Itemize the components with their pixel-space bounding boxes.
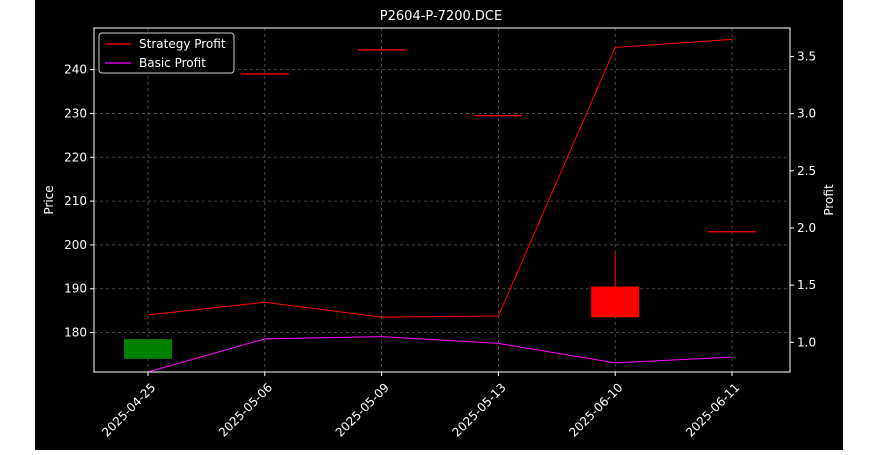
- profit-tick-label: 1.5: [797, 278, 816, 292]
- series-line-basic-profit: [147, 336, 733, 373]
- profit-tick-label: 3.5: [797, 50, 816, 64]
- profit-axis-ticks: 1.0 1.5 2.0 2.5 3.0 3.5: [790, 50, 816, 349]
- chart-svg: P2604-P-7200.DCE 180 190 200 210 220 230 240 1…: [42, 9, 836, 440]
- candle-body: [591, 286, 640, 318]
- grid: [94, 28, 790, 372]
- price-tick-label: 180: [64, 326, 87, 340]
- series-line-strategy-profit: [147, 38, 733, 318]
- price-tick-label: 240: [64, 63, 87, 77]
- plot-frame: [93, 27, 791, 373]
- profit-tick-label: 2.0: [797, 221, 816, 235]
- chart-title: P2604-P-7200.DCE: [380, 9, 502, 24]
- chart-figure: P2604-P-7200.DCE 180 190 200 210 220 230 240 1…: [35, 0, 843, 450]
- price-axis-label: Price: [42, 185, 56, 214]
- profit-tick-label: 1.0: [797, 335, 816, 349]
- date-tick-label: 2025-04-25: [99, 380, 158, 439]
- date-tick-label: 2025-06-11: [683, 380, 742, 439]
- date-tick-label: 2025-05-06: [216, 380, 275, 439]
- price-tick-label: 200: [64, 238, 87, 252]
- date-tick-label: 2025-06-10: [566, 380, 625, 439]
- profit-axis-label: Profit: [822, 184, 836, 216]
- price-axis-ticks: 180 190 200 210 220 230 240: [64, 63, 94, 340]
- price-tick-label: 210: [64, 194, 87, 208]
- legend-label-strategy-profit: Strategy Profit: [139, 37, 226, 51]
- date-tick-label: 2025-05-09: [333, 380, 392, 439]
- price-tick-label: 220: [64, 150, 87, 164]
- price-tick-label: 190: [64, 282, 87, 296]
- date-tick-label: 2025-05-13: [450, 380, 509, 439]
- candle-body: [124, 339, 172, 359]
- price-tick-label: 230: [64, 106, 87, 120]
- legend: Strategy Profit Basic Profit: [98, 32, 235, 74]
- legend-box: [98, 32, 235, 74]
- legend-label-basic-profit: Basic Profit: [139, 56, 206, 70]
- profit-tick-label: 2.5: [797, 164, 816, 178]
- profit-tick-label: 3.0: [797, 107, 816, 121]
- profit-lines: [147, 38, 733, 373]
- candlesticks: [124, 49, 756, 359]
- date-axis-ticks: 2025-04-25 2025-05-06 2025-05-09 2025-05-13…: [99, 372, 742, 440]
